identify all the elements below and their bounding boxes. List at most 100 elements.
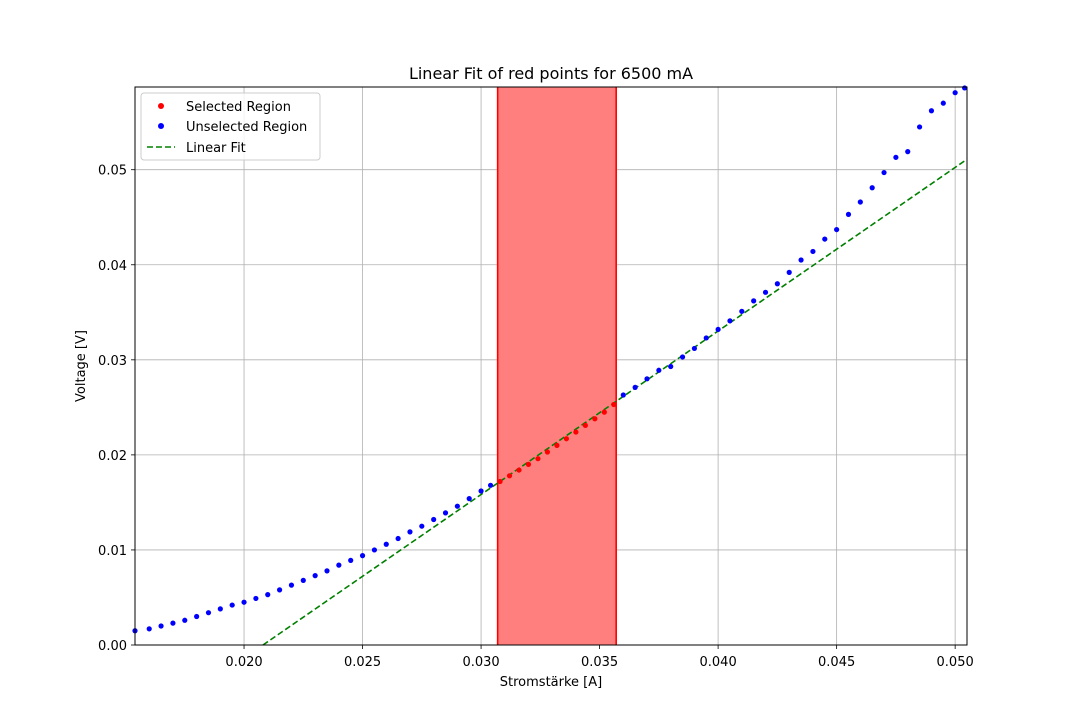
y-axis-label: Voltage [V] xyxy=(74,330,89,402)
legend-selected-marker xyxy=(158,103,164,109)
selected-point xyxy=(516,467,522,473)
unselected-point xyxy=(253,595,259,602)
selected-point xyxy=(506,473,513,479)
unselected-point xyxy=(727,318,733,324)
linear-fit-layer xyxy=(262,158,968,646)
unselected-point xyxy=(786,269,792,275)
unselected-point xyxy=(454,503,460,509)
unselected-point xyxy=(276,587,283,593)
unselected-point xyxy=(940,100,946,106)
unselected-point xyxy=(810,248,816,255)
unselected-point xyxy=(893,154,899,160)
unselected-point xyxy=(371,547,378,553)
unselected-point xyxy=(419,523,425,529)
legend-selected-label: Selected Region xyxy=(186,100,291,115)
unselected-point xyxy=(845,211,852,217)
y-axis-ticks: 0.00 0.01 0.02 0.03 0.04 0.05 xyxy=(98,164,135,654)
unselected-point xyxy=(300,577,306,583)
unselected-point xyxy=(158,623,164,629)
x-tick-label: 0.030 xyxy=(462,655,499,670)
unselected-point xyxy=(762,289,769,295)
unselected-point xyxy=(928,108,935,114)
unselected-point xyxy=(466,496,472,502)
unselected-point xyxy=(182,617,188,623)
plot-frame xyxy=(134,86,968,646)
unselected-point xyxy=(668,363,674,370)
unselected-point xyxy=(679,354,686,360)
unselected-point xyxy=(869,185,875,191)
selected-point xyxy=(535,456,541,462)
y-tick-label: 0.01 xyxy=(98,544,127,559)
selected-region-band xyxy=(496,87,617,645)
unselected-point xyxy=(229,602,235,608)
unselected-point xyxy=(632,384,638,390)
x-tick-label: 0.025 xyxy=(344,655,381,670)
unselected-point xyxy=(478,488,484,494)
unselected-point xyxy=(822,236,828,242)
unselected-point xyxy=(916,124,923,130)
unselected-point xyxy=(359,553,366,559)
selected-point xyxy=(554,442,560,448)
unselected-point xyxy=(962,85,968,91)
unselected-point xyxy=(324,568,330,574)
unselected-point xyxy=(265,592,271,598)
legend-unselected-marker xyxy=(158,123,164,129)
unselected-point xyxy=(644,376,650,382)
x-tick-label: 0.035 xyxy=(581,655,618,670)
y-tick-label: 0.04 xyxy=(98,259,127,274)
x-tick-label: 0.040 xyxy=(700,655,737,670)
legend-fit-label: Linear Fit xyxy=(186,141,246,156)
unselected-point xyxy=(774,281,780,287)
unselected-point xyxy=(905,149,911,155)
legend-unselected-label: Unselected Region xyxy=(186,120,307,135)
x-tick-label: 0.045 xyxy=(818,655,855,670)
unselected-point xyxy=(348,557,354,563)
y-tick-label: 0.00 xyxy=(98,639,127,654)
unselected-point xyxy=(217,606,223,612)
chart-title: Linear Fit of red points for 6500 mA xyxy=(409,64,693,83)
x-axis-label: Stromstärke [A] xyxy=(500,675,602,690)
selected-point xyxy=(592,416,598,422)
legend: Selected Region Unselected Region Linear… xyxy=(140,92,321,161)
unselected-point xyxy=(834,226,840,233)
unselected-point xyxy=(952,90,958,96)
selected-point xyxy=(601,409,607,415)
x-tick-label: 0.050 xyxy=(937,655,974,670)
selected-point xyxy=(573,429,579,435)
unselected-point xyxy=(620,392,626,398)
selected-region-fill xyxy=(497,87,617,645)
unselected-point xyxy=(383,541,389,547)
unselected-point xyxy=(715,326,721,333)
y-tick-label: 0.03 xyxy=(98,354,127,369)
unselected-point xyxy=(312,573,318,579)
selected-point xyxy=(582,422,588,429)
selected-point xyxy=(563,436,570,442)
unselected-point xyxy=(487,482,494,488)
linear-fit-line xyxy=(262,158,968,646)
unselected-point xyxy=(395,535,401,542)
unselected-point xyxy=(288,582,295,588)
unselected-point xyxy=(194,613,200,620)
x-axis-ticks: 0.020 0.025 0.030 0.035 0.040 0.045 0.050 xyxy=(225,645,974,670)
unselected-point xyxy=(857,199,863,205)
unselected-point xyxy=(431,516,437,523)
y-tick-label: 0.02 xyxy=(98,449,127,464)
unselected-point xyxy=(691,345,698,352)
x-tick-label: 0.020 xyxy=(225,655,262,670)
unselected-point xyxy=(407,529,413,535)
unselected-point xyxy=(336,562,342,568)
unselected-point xyxy=(656,367,662,373)
selected-point xyxy=(544,449,551,455)
selected-point xyxy=(497,478,503,485)
unselected-point xyxy=(442,510,449,516)
unselected-point xyxy=(205,610,212,616)
unselected-point xyxy=(881,169,887,176)
unselected-point xyxy=(798,257,804,263)
unselected-point xyxy=(170,620,176,626)
legend-box xyxy=(140,92,321,161)
y-tick-label: 0.05 xyxy=(98,164,127,179)
unselected-point xyxy=(751,298,757,304)
unselected-point xyxy=(146,626,152,632)
selected-point xyxy=(611,401,617,408)
